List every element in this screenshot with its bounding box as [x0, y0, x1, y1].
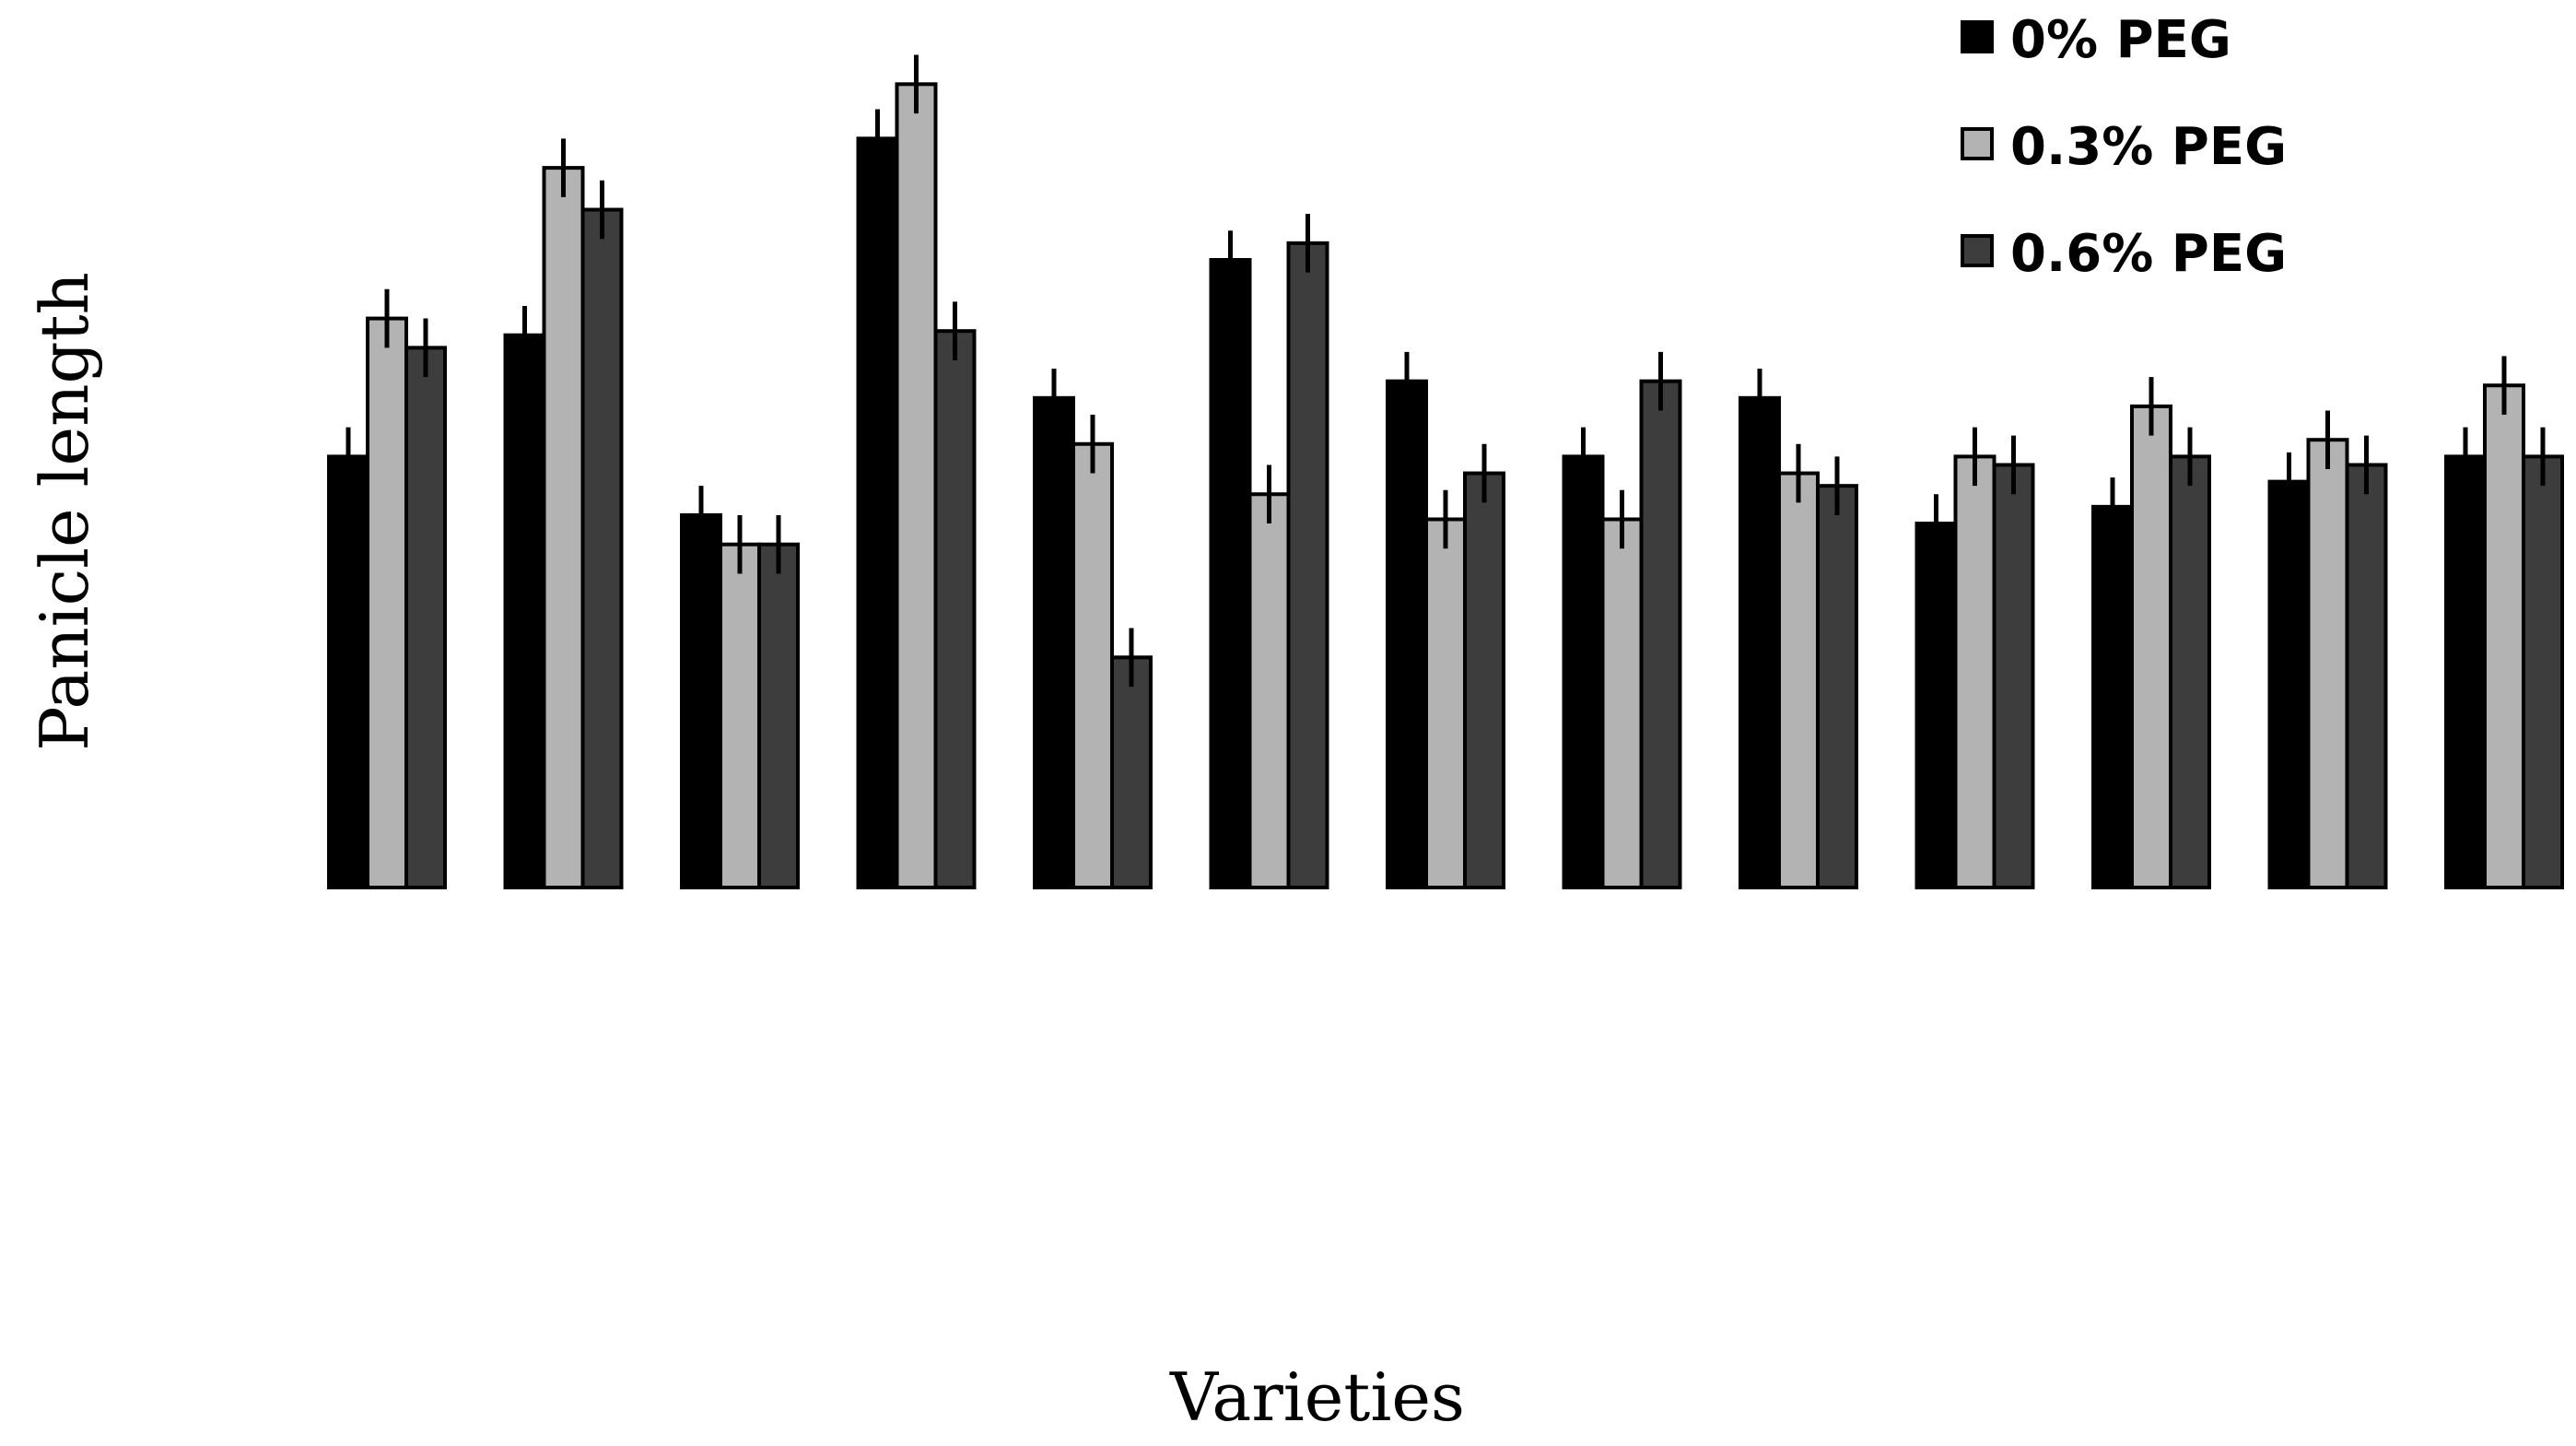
bar-0pct-variety-3 [680, 512, 722, 889]
bar-03pct-variety-4 [895, 82, 938, 889]
bar-03pct-variety-10 [1953, 454, 1996, 889]
bar-0pct-variety-1 [327, 454, 369, 889]
bar-0pct-variety-8 [1562, 454, 1605, 889]
y-axis-title: Panicle length [26, 272, 103, 751]
legend-label-0pct: 0% PEG [2010, 10, 2231, 70]
legend: 0% PEG 0.3% PEG 0.6% PEG [1961, 10, 2287, 284]
bar-03pct-variety-13 [2483, 383, 2525, 889]
bar-03pct-variety-3 [719, 542, 761, 889]
bar-06pct-variety-3 [757, 542, 800, 889]
legend-label-06pct: 0.6% PEG [2010, 224, 2287, 284]
bar-06pct-variety-4 [933, 329, 977, 889]
bar-03pct-variety-9 [1777, 471, 1820, 889]
legend-swatch-06pct [1961, 234, 1994, 267]
bar-06pct-variety-12 [2345, 463, 2388, 889]
bar-03pct-variety-1 [366, 316, 408, 889]
bar-06pct-variety-8 [1639, 379, 1682, 890]
bar-0pct-variety-11 [2091, 504, 2134, 889]
legend-label-03pct: 0.3% PEG [2010, 117, 2287, 177]
bar-03pct-variety-11 [2130, 404, 2172, 889]
bar-0pct-variety-4 [856, 136, 899, 889]
bar-0pct-variety-10 [1914, 522, 1958, 890]
bar-03pct-variety-5 [1071, 441, 1114, 889]
legend-swatch-0pct [1961, 20, 1994, 53]
bar-0pct-variety-6 [1209, 258, 1252, 889]
bar-06pct-variety-6 [1286, 241, 1329, 889]
bar-03pct-variety-12 [2306, 438, 2349, 889]
bars-group [327, 82, 2564, 890]
bar-06pct-variety-10 [1992, 463, 2035, 889]
bar-0pct-variety-7 [1386, 379, 1428, 890]
bar-06pct-variety-7 [1463, 471, 1505, 889]
bar-06pct-variety-9 [1816, 484, 1858, 889]
x-axis-title: Varieties [1169, 1358, 1465, 1436]
bar-0pct-variety-12 [2267, 479, 2311, 889]
bar-0pct-variety-13 [2444, 454, 2487, 889]
error-bars-group [345, 54, 2546, 688]
bar-0pct-variety-9 [1739, 395, 1781, 889]
legend-swatch-03pct [1961, 127, 1994, 160]
bar-03pct-variety-2 [542, 166, 585, 889]
bar-06pct-variety-11 [2169, 454, 2211, 889]
bar-03pct-variety-6 [1247, 492, 1291, 889]
bar-03pct-variety-8 [1600, 517, 1644, 889]
bar-06pct-variety-13 [2522, 454, 2564, 889]
bar-03pct-variety-7 [1424, 517, 1467, 889]
bar-0pct-variety-2 [503, 333, 546, 890]
bar-06pct-variety-1 [404, 346, 447, 889]
bar-06pct-variety-2 [580, 207, 624, 889]
bar-06pct-variety-5 [1110, 655, 1153, 889]
bar-0pct-variety-5 [1033, 395, 1075, 889]
